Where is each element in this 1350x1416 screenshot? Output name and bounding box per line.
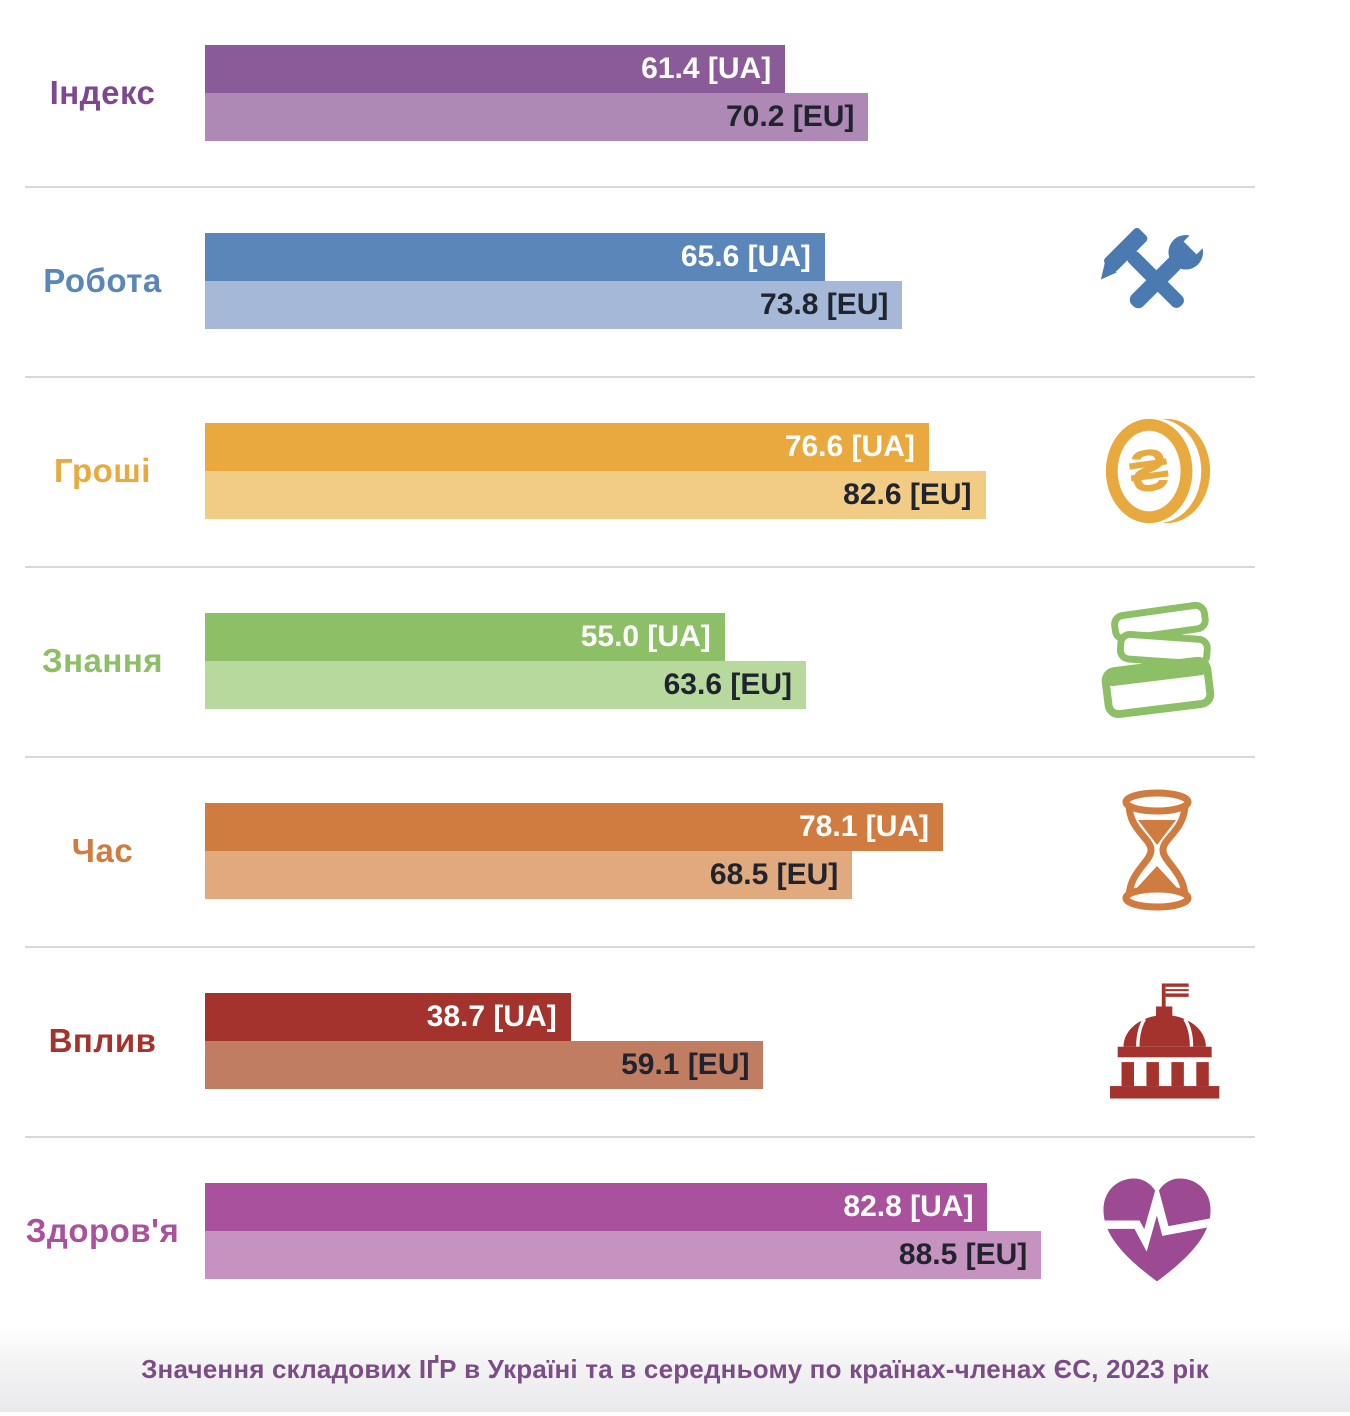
hryvnia-coin-icon: ₴ — [1082, 412, 1232, 530]
bar-eu: 88.5 [EU] — [205, 1231, 1042, 1279]
bar-value-ua: 78.1 [UA] — [798, 810, 930, 843]
bar-value-eu: 70.2 [EU] — [725, 100, 855, 133]
capitol-icon-svg — [1110, 983, 1220, 1099]
bar-ua: 65.6 [UA] — [205, 233, 825, 281]
bar-value-ua: 61.4 [UA] — [641, 52, 772, 85]
category-label: Знання — [41, 642, 164, 679]
row-divider — [25, 376, 1255, 378]
bar-ua: 61.4 [UA] — [205, 45, 786, 93]
bar-eu: 63.6 [EU] — [205, 661, 807, 709]
chart-row: Індекс 61.4 [UA] 70.2 [EU] — [0, 0, 1350, 186]
bar-pair: 65.6 [UA] 73.8 [EU] — [205, 233, 1105, 329]
hourglass-icon — [1082, 788, 1232, 914]
row-divider — [25, 1136, 1255, 1138]
bar-value-eu: 59.1 [EU] — [621, 1048, 750, 1081]
bar-eu: 68.5 [EU] — [205, 851, 853, 899]
bar-pair: 38.7 [UA] 59.1 [EU] — [205, 993, 1105, 1089]
chart-row: Гроші 76.6 [UA] 82.6 [EU] ₴ — [0, 376, 1350, 566]
bar-value-ua: 38.7 [UA] — [426, 1000, 557, 1033]
chart-row: Робота 65.6 [UA] 73.8 [EU] — [0, 186, 1350, 376]
bar-ua: 76.6 [UA] — [205, 423, 929, 471]
bar-value-ua: 55.0 [UA] — [580, 620, 711, 653]
tools-icon-svg — [1100, 227, 1211, 309]
bar-value-eu: 63.6 [EU] — [663, 668, 793, 701]
hourglass-icon-svg — [1122, 789, 1192, 911]
bar-ua: 82.8 [UA] — [205, 1183, 988, 1231]
category-label: Вплив — [48, 1022, 157, 1059]
category-label: Робота — [43, 262, 162, 299]
bar-pair: 78.1 [UA] 68.5 [EU] — [205, 803, 1105, 899]
bar-eu: 73.8 [EU] — [205, 281, 903, 329]
chart-row: Вплив 38.7 [UA] 59.1 [EU] — [0, 946, 1350, 1136]
chart-row: Час 78.1 [UA] 68.5 [EU] — [0, 756, 1350, 946]
row-divider — [25, 186, 1255, 188]
books-icon-svg — [1101, 602, 1215, 719]
heart-pulse-icon-svg — [1103, 1178, 1212, 1282]
svg-text:₴: ₴ — [1125, 435, 1173, 506]
bar-value-ua: 65.6 [UA] — [680, 240, 811, 273]
bar-value-eu: 88.5 [EU] — [898, 1238, 1028, 1271]
hryvnia-coin-icon-svg: ₴ — [1105, 418, 1211, 524]
capitol-icon — [1082, 979, 1232, 1103]
row-divider — [25, 566, 1255, 568]
bar-value-eu: 68.5 [EU] — [709, 858, 839, 891]
row-divider — [25, 756, 1255, 758]
bar-pair: 82.8 [UA] 88.5 [EU] — [205, 1183, 1105, 1279]
bar-eu: 82.6 [EU] — [205, 471, 986, 519]
chart-caption: Значення складових ІҐР в Україні та в се… — [0, 1326, 1350, 1412]
bar-value-ua: 76.6 [UA] — [784, 430, 915, 463]
bar-value-eu: 73.8 [EU] — [760, 288, 889, 321]
bar-ua: 78.1 [UA] — [205, 803, 944, 851]
bar-eu: 59.1 [EU] — [205, 1041, 764, 1089]
bar-pair: 76.6 [UA] 82.6 [EU] — [205, 423, 1105, 519]
tools-icon — [1082, 220, 1232, 342]
chart-row: Здоров'я 82.8 [UA] 88.5 [EU] — [0, 1136, 1350, 1326]
bar-pair: 55.0 [UA] 63.6 [EU] — [205, 613, 1105, 709]
category-label: Час — [71, 832, 134, 869]
bar-eu: 70.2 [EU] — [205, 93, 869, 141]
heart-pulse-icon — [1082, 1172, 1232, 1290]
category-label: Гроші — [54, 452, 151, 489]
bar-ua: 38.7 [UA] — [205, 993, 571, 1041]
category-label: Здоров'я — [25, 1212, 180, 1249]
category-label: Індекс — [49, 74, 156, 111]
books-icon — [1082, 602, 1232, 720]
bar-pair: 61.4 [UA] 70.2 [EU] — [205, 45, 1105, 141]
bar-value-ua: 82.8 [UA] — [843, 1190, 974, 1223]
bar-ua: 55.0 [UA] — [205, 613, 725, 661]
chart-row: Знання 55.0 [UA] 63.6 [EU] — [0, 566, 1350, 756]
bar-value-eu: 82.6 [EU] — [843, 478, 972, 511]
row-divider — [25, 946, 1255, 948]
